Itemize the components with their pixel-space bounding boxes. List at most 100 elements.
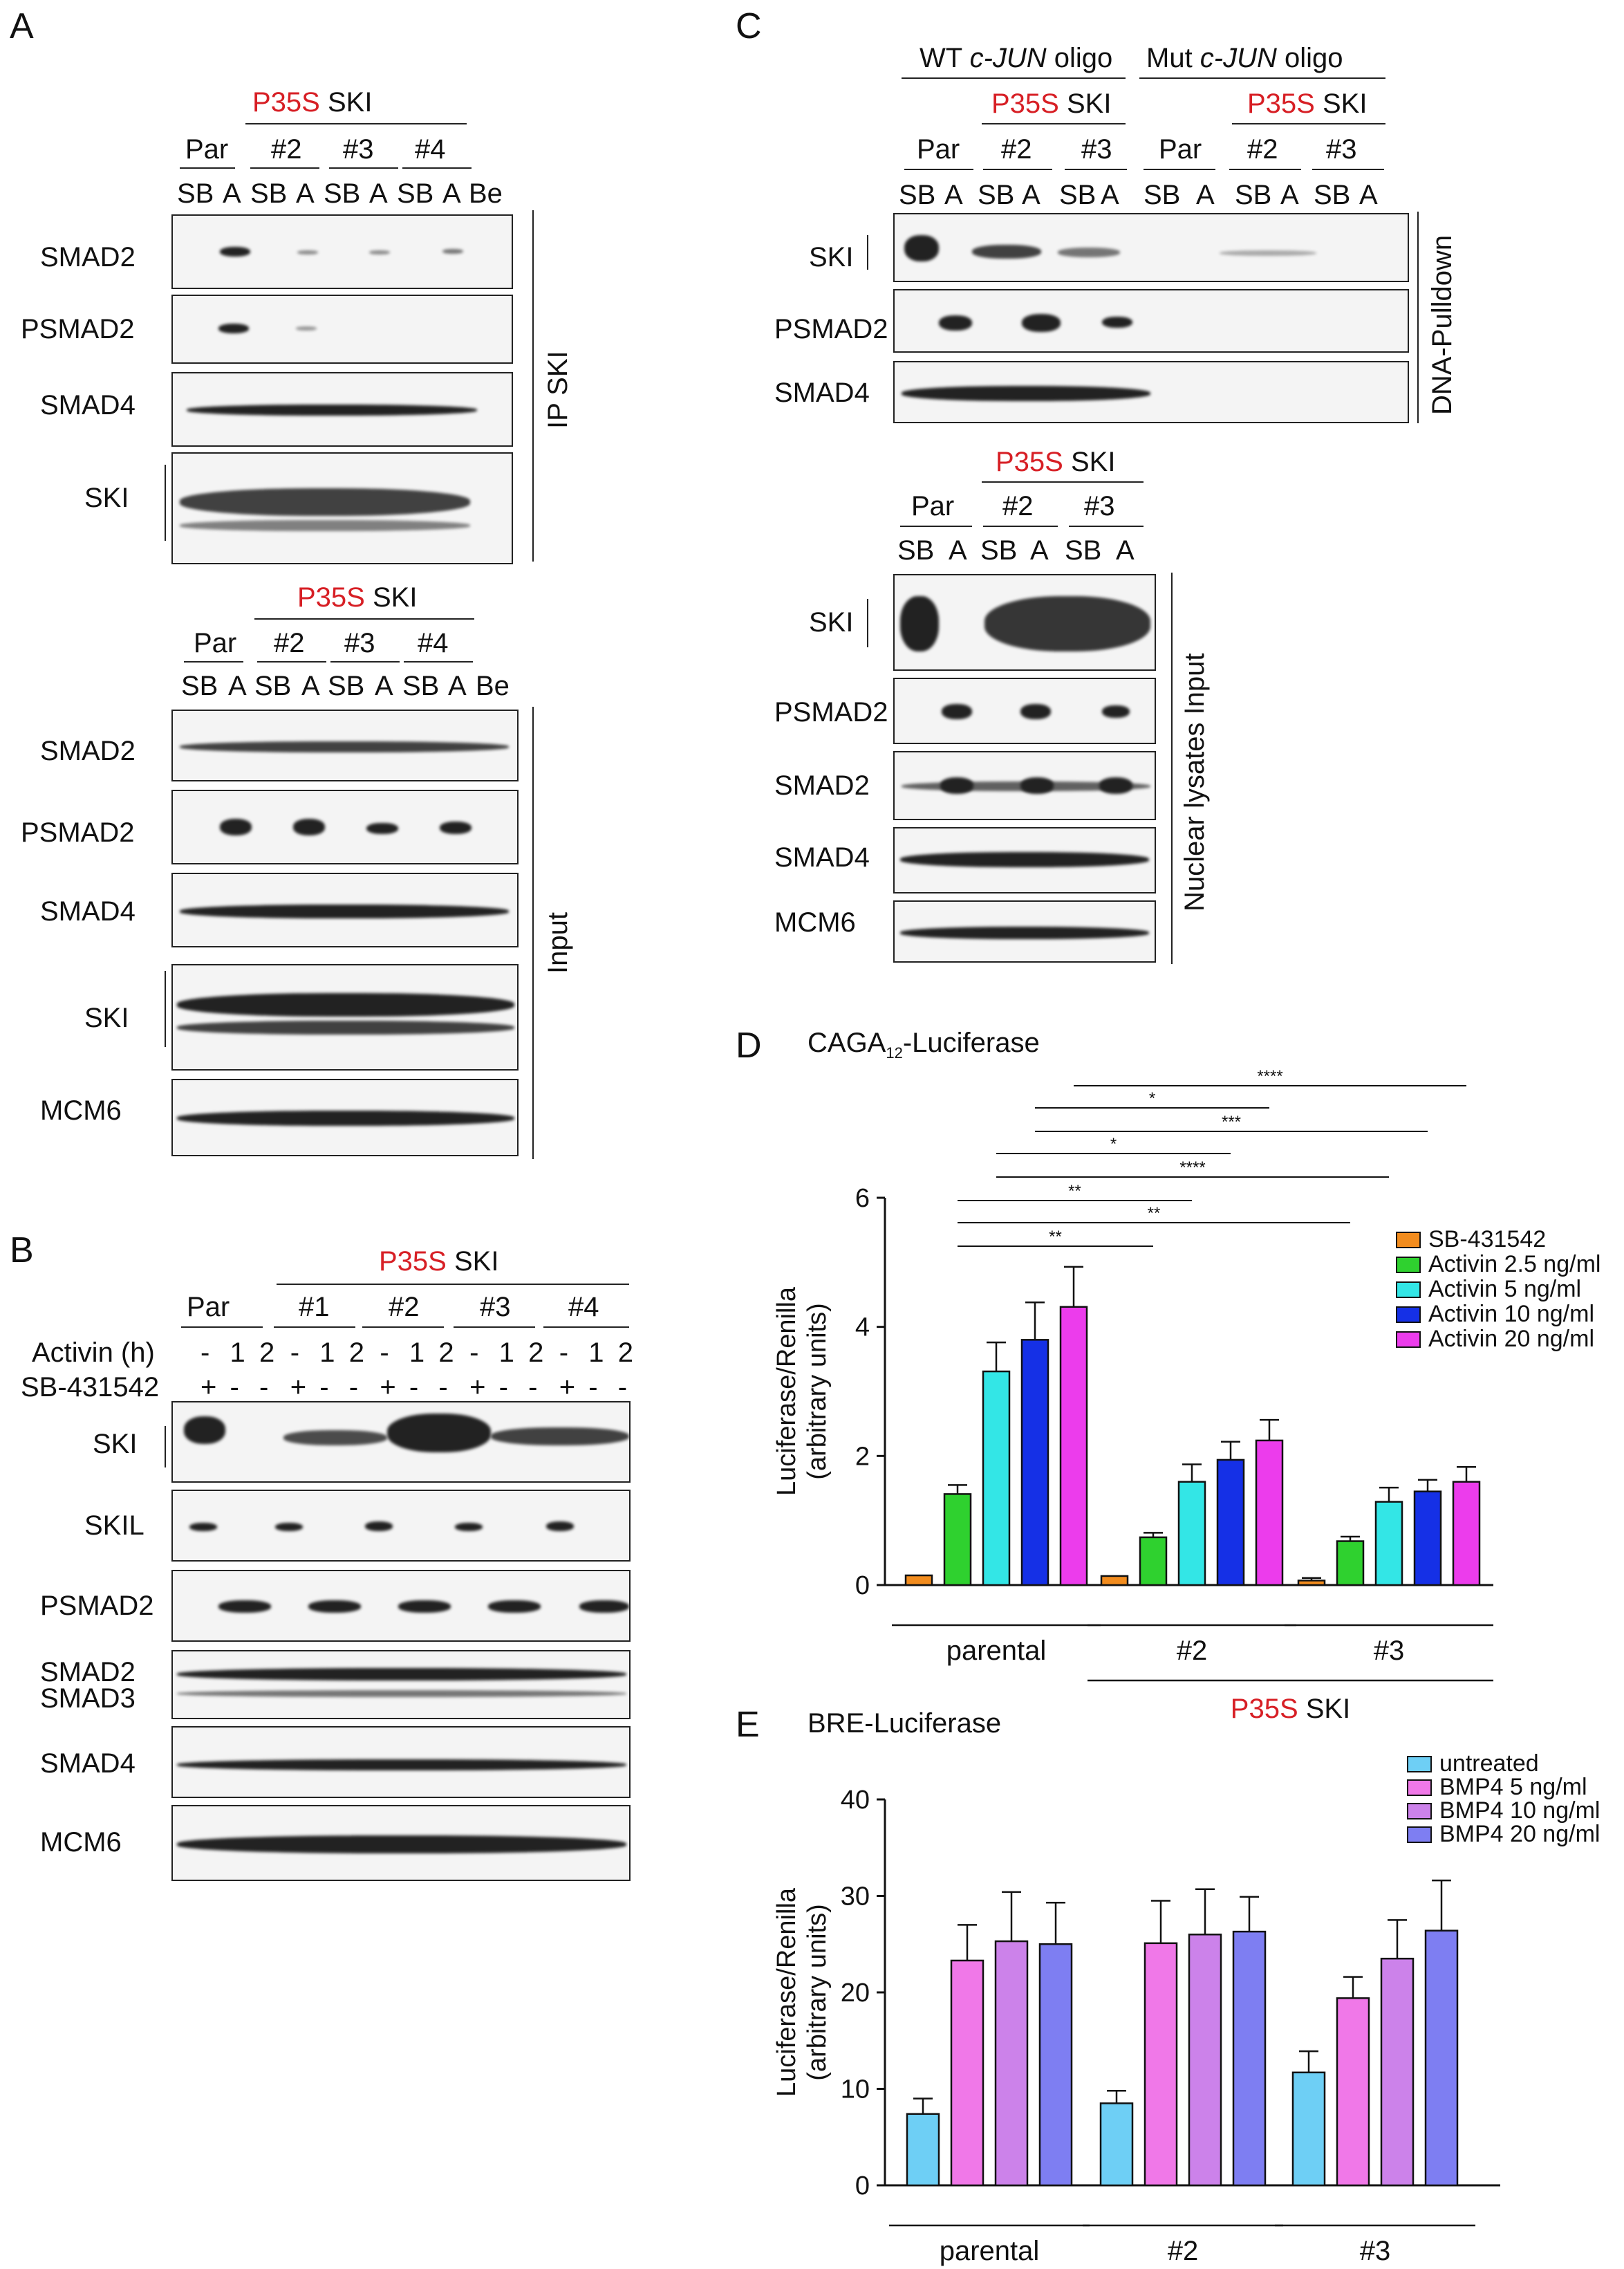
group-2: #2: [389, 1292, 420, 1322]
lane-label: A: [1280, 180, 1299, 210]
blot-c-input-smad2: [893, 751, 1156, 820]
mutant-label-red: P35S: [297, 582, 365, 613]
panel-letter-b: B: [10, 1230, 34, 1270]
bar: [906, 2113, 940, 2187]
bar: [1188, 1934, 1222, 2187]
group-underline: [904, 169, 973, 170]
y-tick-label: 30: [841, 1882, 870, 1911]
row-label-psmad2: PSMAD2: [21, 817, 135, 848]
y-label-line2: (arbitrary units): [803, 1303, 832, 1480]
bar: [1291, 2071, 1326, 2187]
group-underline: [983, 526, 1058, 527]
row-label-mcm6: MCM6: [774, 907, 856, 938]
significance-label: ****: [1257, 1067, 1282, 1086]
group-4: #4: [568, 1292, 599, 1322]
row-label-smad4: SMAD4: [40, 896, 136, 927]
activin-mark: -: [290, 1337, 300, 1368]
ip-header: P35S SKI: [252, 89, 372, 116]
lane-label: A: [1196, 180, 1215, 210]
significance-label: **: [1148, 1204, 1161, 1223]
sb-mark: +: [200, 1372, 217, 1402]
c-header-mut: P35S SKI: [1247, 90, 1367, 118]
row-label-psmad2: PSMAD2: [40, 1591, 154, 1621]
group-underline: [1229, 169, 1301, 170]
group-label: #2: [1002, 491, 1034, 521]
blot-ip-psmad2: [171, 295, 513, 364]
lane-label: A: [448, 671, 467, 701]
bar: [1336, 1540, 1365, 1586]
blot-ip-smad4: [171, 372, 513, 447]
activin-label: Activin (h): [32, 1337, 155, 1368]
row-label-ski: SKI: [93, 1429, 138, 1459]
lane-label: SB: [1314, 180, 1351, 210]
row-label-smad2: SMAD2: [40, 1657, 136, 1687]
activin-mark: -: [380, 1337, 389, 1368]
significance-label: **: [1068, 1182, 1081, 1201]
bar: [1232, 1930, 1267, 2187]
bar: [943, 1493, 972, 1586]
lane-label: A: [296, 178, 315, 209]
mutant-label: SKI: [1070, 447, 1116, 477]
lane-label: SB: [1144, 180, 1181, 210]
mutant-label: SKI: [454, 1246, 499, 1277]
group-label: #3: [1081, 134, 1112, 165]
sb-mark: -: [588, 1372, 598, 1402]
group-underline: [330, 661, 400, 663]
legend-label: Activin 20 ng/ml: [1428, 1326, 1594, 1352]
row-label-skil: SKIL: [84, 1510, 144, 1541]
wt-gene: c-JUN: [969, 43, 1047, 73]
mutant-label-red: P35S: [996, 447, 1063, 477]
sb-mark: -: [259, 1372, 269, 1402]
lane-label: SB: [181, 671, 218, 701]
bar: [1255, 1439, 1284, 1586]
group-underline: [184, 661, 243, 663]
lane-label: A: [944, 180, 963, 210]
header-underline: [277, 1284, 629, 1285]
blot-c-pull-smad4: [893, 361, 1409, 423]
group-underline: [1065, 169, 1127, 170]
side-bracket: [1417, 212, 1419, 423]
row-label-ski: SKI: [809, 242, 854, 272]
category-label: #3: [1374, 1636, 1405, 1666]
row-label-smad4: SMAD4: [40, 390, 136, 420]
ski-bracket: [165, 971, 166, 1047]
group-underline: [274, 1326, 355, 1328]
lane-label: A: [1116, 535, 1135, 566]
lane-label: SB: [897, 535, 935, 566]
bar: [1413, 1490, 1442, 1586]
ski-bracket: [867, 599, 868, 647]
group-label-red: P35S: [1231, 1694, 1306, 1724]
chart-e-title: BRE-Luciferase: [808, 1708, 1002, 1739]
group-2: #2: [274, 628, 305, 658]
title-part: CAGA: [808, 1028, 886, 1058]
blot-b-psmad2: [171, 1570, 631, 1642]
legend-label: untreated: [1439, 1750, 1539, 1777]
category-label: #3: [1360, 2236, 1391, 2266]
bar: [950, 1959, 984, 2187]
group-underline: [983, 169, 1052, 170]
row-label-smad2: SMAD2: [774, 770, 870, 801]
activin-mark: 1: [230, 1337, 245, 1368]
b-header: P35S SKI: [379, 1248, 498, 1275]
group-label: #3: [1084, 491, 1115, 521]
lane-label: SB: [1235, 180, 1272, 210]
group-underline: [402, 167, 472, 169]
legend-label: BMP4 20 ng/ml: [1439, 1821, 1600, 1847]
group-par: Par: [187, 1292, 230, 1322]
group-underline: [543, 1326, 629, 1328]
side-label-ip-ski: IP SKI: [543, 351, 573, 429]
group-underline: [362, 1326, 444, 1328]
category-label: parental: [940, 2236, 1040, 2266]
legend-swatch: [1407, 1803, 1432, 1819]
group-label: Par: [911, 491, 955, 521]
significance-label: *: [1110, 1135, 1117, 1154]
y-axis-label: Luciferase/Renilla (arbitrary units): [772, 1286, 832, 1496]
sb-mark: -: [617, 1372, 628, 1402]
legend-label: Activin 2.5 ng/ml: [1428, 1251, 1600, 1277]
legend-swatch: [1407, 1826, 1432, 1843]
mut-text: Mut: [1146, 43, 1200, 73]
blot-c-pull-ski: [893, 213, 1409, 282]
blot-c-input-smad4: [893, 827, 1156, 893]
sb-mark: -: [348, 1372, 359, 1402]
activin-mark: 1: [409, 1337, 425, 1368]
